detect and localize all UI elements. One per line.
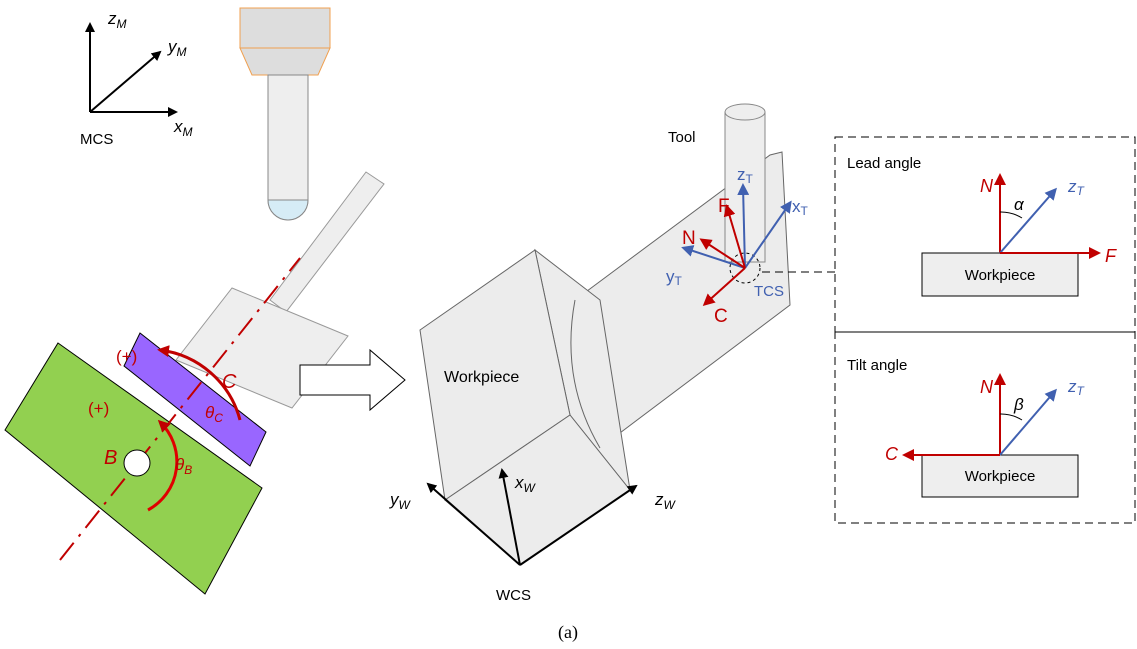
axis-label: yM xyxy=(167,37,187,59)
block-label: Workpiece xyxy=(965,267,1036,284)
frame-label: MCS xyxy=(80,131,113,148)
spindle xyxy=(240,8,330,220)
workpiece-label: Workpiece xyxy=(444,369,519,386)
angle-label: α xyxy=(1014,195,1025,214)
mcs-frame xyxy=(90,24,176,112)
vector-label: C xyxy=(714,306,728,327)
axis-label: zM xyxy=(107,9,127,31)
normal-label: N xyxy=(980,176,994,196)
frame-label: WCS xyxy=(496,587,531,604)
panel-title: Tilt angle xyxy=(847,357,907,374)
axis-name: B xyxy=(104,447,117,469)
frame-label: TCS xyxy=(754,283,784,300)
diagram: zM yM xM MCS (+) C θC (+) B θB Workpiece… xyxy=(0,0,1137,649)
axis-label: xM xyxy=(173,117,193,139)
direction-label: C xyxy=(885,444,899,464)
normal-label: N xyxy=(980,377,994,397)
axis-label: zT xyxy=(1067,377,1086,398)
axis-label: xT xyxy=(792,197,809,218)
panel-title: Lead angle xyxy=(847,155,921,172)
block-label: Workpiece xyxy=(965,468,1036,485)
tool-label: Tool xyxy=(668,129,696,146)
axis-label: yW xyxy=(389,490,412,512)
direction-label: (+) xyxy=(116,347,137,366)
vector-label: N xyxy=(682,228,696,249)
axis-name: C xyxy=(222,371,237,393)
caption: (a) xyxy=(558,622,578,643)
vector-label: F xyxy=(718,196,730,217)
axis-label: zT xyxy=(1067,177,1086,198)
direction-label: F xyxy=(1105,246,1117,266)
direction-label: (+) xyxy=(88,399,109,418)
axis-label: zW xyxy=(654,490,677,512)
angle-label: β xyxy=(1013,395,1024,414)
